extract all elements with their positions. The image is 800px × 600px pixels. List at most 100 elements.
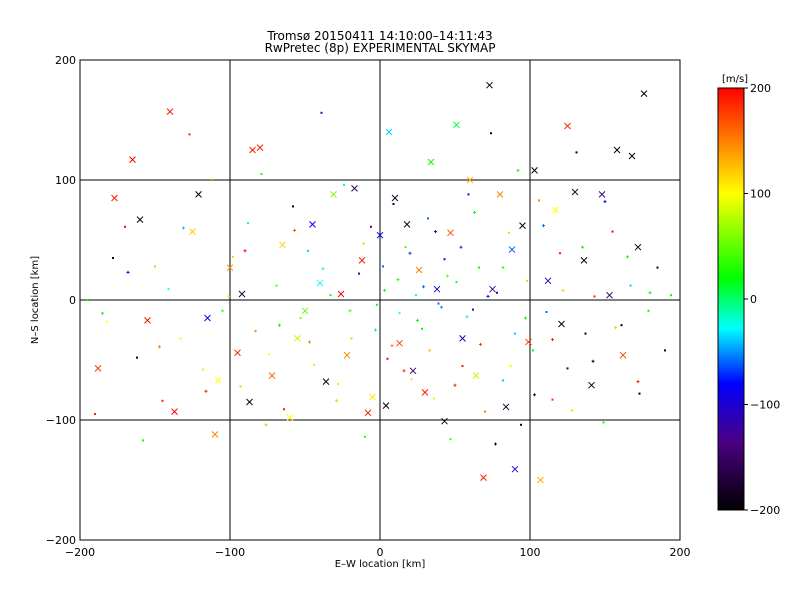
data-point-plus bbox=[335, 399, 338, 403]
data-point-dot bbox=[520, 423, 522, 426]
colorbar bbox=[717, 87, 745, 511]
data-point-dot bbox=[551, 398, 554, 401]
data-point-x bbox=[496, 191, 504, 198]
data-point-x bbox=[226, 264, 234, 271]
data-point-dot bbox=[299, 317, 302, 319]
data-point-plus bbox=[516, 168, 520, 172]
data-point-dot bbox=[247, 222, 249, 225]
data-point-x bbox=[613, 146, 621, 154]
data-point-dot bbox=[112, 257, 114, 259]
y-axis-label: N–S location [km] bbox=[30, 256, 41, 344]
colorbar-tick-label: 0 bbox=[750, 293, 757, 306]
data-point-x bbox=[421, 389, 429, 396]
data-point-plus bbox=[581, 245, 584, 249]
data-point-x bbox=[337, 290, 345, 298]
data-point-x bbox=[571, 188, 579, 196]
x-tick-label: 0 bbox=[377, 546, 384, 559]
data-point-x bbox=[166, 108, 174, 115]
data-point-plus bbox=[428, 348, 431, 352]
data-point-dot bbox=[188, 133, 191, 136]
data-point-x bbox=[588, 381, 595, 389]
data-point-plus bbox=[533, 393, 536, 397]
data-point-plus bbox=[614, 326, 617, 330]
data-point-x bbox=[144, 317, 151, 324]
x-tick-label: −100 bbox=[215, 546, 245, 559]
data-point-x bbox=[391, 194, 399, 202]
data-point-x bbox=[519, 222, 526, 229]
data-point-dot bbox=[472, 308, 474, 311]
data-point-dot bbox=[268, 353, 270, 355]
data-point-dot bbox=[449, 438, 452, 441]
data-point-dot bbox=[292, 205, 294, 208]
data-point-dot bbox=[629, 284, 632, 287]
data-point-dot bbox=[664, 349, 666, 352]
data-point-plus bbox=[374, 328, 377, 332]
data-point-dot bbox=[386, 357, 389, 360]
data-point-plus bbox=[434, 230, 437, 234]
data-point-x bbox=[382, 402, 390, 409]
colorbar-tick-label: 200 bbox=[750, 82, 771, 95]
scatter-points bbox=[86, 81, 672, 484]
data-point-x bbox=[279, 241, 286, 249]
data-point-plus bbox=[465, 315, 469, 319]
colorbar-tick-label: −100 bbox=[750, 399, 780, 412]
data-point-dot bbox=[358, 272, 360, 275]
data-point-x bbox=[558, 320, 565, 328]
data-point-dot bbox=[161, 399, 164, 402]
data-point-plus bbox=[408, 251, 412, 255]
data-point-plus bbox=[648, 291, 652, 295]
data-point-x bbox=[171, 408, 178, 415]
data-point-x bbox=[489, 285, 496, 293]
data-point-plus bbox=[293, 228, 296, 232]
data-point-dot bbox=[124, 225, 126, 228]
data-point-dot bbox=[427, 217, 429, 220]
data-point-x bbox=[204, 314, 211, 322]
data-point-dot bbox=[167, 288, 170, 291]
data-point-dot bbox=[313, 363, 315, 366]
data-point-dot bbox=[94, 413, 96, 415]
data-point-dot bbox=[508, 231, 510, 234]
y-tick-label: 0 bbox=[69, 294, 76, 307]
data-point-plus bbox=[561, 288, 565, 292]
data-point-plus bbox=[158, 345, 161, 349]
data-point-dot bbox=[376, 303, 378, 306]
data-point-plus bbox=[402, 369, 406, 373]
data-point-dot bbox=[320, 111, 323, 114]
data-point-dot bbox=[382, 265, 384, 268]
data-point-x bbox=[544, 277, 552, 285]
colorbar-label: [m/s] bbox=[722, 74, 748, 85]
data-point-plus bbox=[243, 249, 247, 253]
data-point-x bbox=[286, 414, 294, 421]
data-point-x bbox=[552, 206, 559, 214]
data-point-plus bbox=[126, 270, 130, 274]
data-point-plus bbox=[390, 344, 394, 348]
data-point-dot bbox=[545, 311, 548, 313]
y-tick-label: 100 bbox=[55, 174, 76, 187]
data-point-x bbox=[508, 246, 516, 253]
data-point-x bbox=[453, 121, 460, 129]
data-point-dot bbox=[514, 332, 516, 335]
data-point-x bbox=[189, 228, 196, 235]
data-point-plus bbox=[446, 274, 449, 278]
data-point-dot bbox=[670, 294, 672, 297]
chart-subtitle: RwPretec (8p) EXPERIMENTAL SKYMAP bbox=[265, 41, 496, 55]
data-point-dot bbox=[461, 365, 464, 367]
grid-lines bbox=[80, 60, 680, 540]
data-point-x bbox=[466, 176, 474, 184]
data-point-plus bbox=[440, 305, 443, 309]
data-point-x bbox=[249, 146, 256, 154]
data-point-x bbox=[376, 231, 384, 239]
y-axis-ticks: −200 −100 0 100 200 bbox=[46, 54, 680, 547]
data-point-plus bbox=[422, 285, 425, 289]
data-point-dot bbox=[467, 193, 470, 196]
data-point-plus bbox=[551, 338, 554, 342]
data-point-x bbox=[369, 393, 376, 401]
x-tick-label: −200 bbox=[65, 546, 95, 559]
data-point-dot bbox=[410, 378, 413, 381]
data-point-x bbox=[111, 194, 118, 202]
data-point-x bbox=[211, 431, 219, 438]
data-point-dot bbox=[559, 252, 561, 255]
data-point-dot bbox=[154, 265, 156, 268]
data-point-x bbox=[396, 339, 403, 347]
data-point-x bbox=[459, 335, 466, 342]
